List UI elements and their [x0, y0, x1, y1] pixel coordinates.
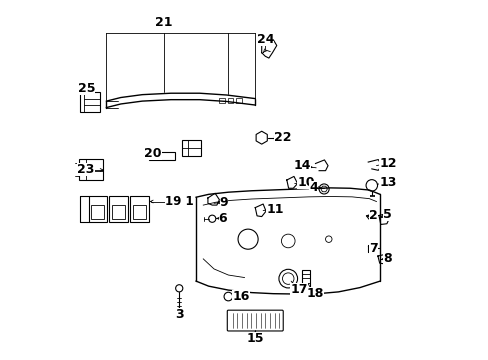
Text: 18: 18 — [306, 287, 324, 300]
Text: 5: 5 — [382, 208, 391, 221]
Text: 8: 8 — [382, 252, 391, 265]
Bar — [149, 152, 175, 160]
Bar — [130, 197, 148, 222]
Text: 14: 14 — [292, 159, 310, 172]
Text: 22: 22 — [274, 131, 291, 144]
Text: 3: 3 — [175, 308, 183, 321]
Text: 15: 15 — [246, 332, 264, 345]
Text: 9: 9 — [219, 196, 228, 209]
Text: 16: 16 — [232, 291, 249, 303]
Text: 12: 12 — [378, 157, 396, 170]
Text: 19 1: 19 1 — [164, 195, 193, 208]
Text: 20: 20 — [144, 147, 162, 159]
Text: 13: 13 — [379, 176, 396, 189]
Bar — [227, 98, 233, 103]
Bar — [80, 92, 100, 112]
Bar — [91, 206, 104, 219]
Text: 4: 4 — [309, 181, 317, 194]
Text: 6: 6 — [218, 212, 227, 225]
Text: 2: 2 — [368, 210, 377, 222]
Bar — [109, 197, 128, 222]
Text: 10: 10 — [297, 176, 314, 189]
Bar — [112, 206, 125, 219]
Text: 23: 23 — [77, 163, 95, 176]
Text: 25: 25 — [78, 82, 95, 95]
Text: 17: 17 — [290, 283, 307, 296]
Bar — [301, 270, 309, 288]
Text: 21: 21 — [155, 16, 172, 29]
Bar — [182, 140, 201, 156]
Bar — [79, 159, 103, 180]
Bar — [133, 206, 145, 219]
Bar — [219, 98, 224, 103]
Text: 7: 7 — [368, 242, 377, 255]
Text: 24: 24 — [256, 32, 273, 46]
Bar — [88, 197, 107, 222]
Bar — [235, 98, 241, 103]
Text: 11: 11 — [265, 203, 283, 216]
